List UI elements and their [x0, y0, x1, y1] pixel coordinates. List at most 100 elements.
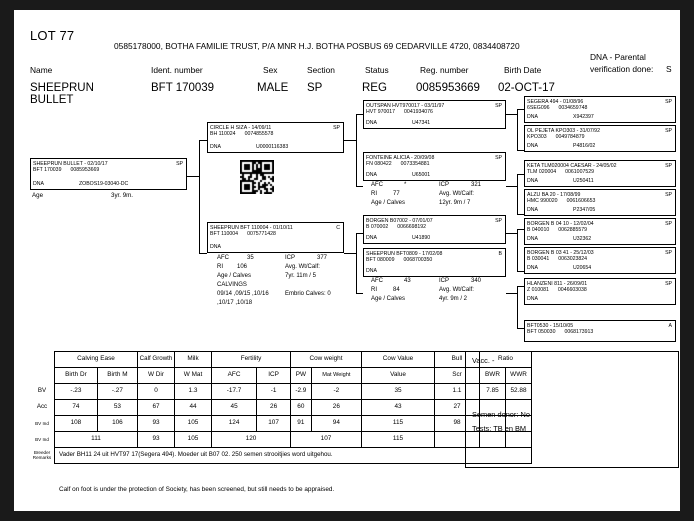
gen3-2-dna-label: DNA — [366, 234, 377, 241]
cell-bv-1: -.27 — [96, 383, 139, 400]
row-label-bv: BV — [37, 387, 47, 395]
gen4-4-dna-label: DNA — [527, 235, 538, 242]
gen4-5-flag: SP — [665, 249, 672, 256]
dam-calvings-line1: 09/14 ,09/15 ,10/16 — [217, 291, 269, 297]
gen4-7-code: BFT 050030 0068173913 — [527, 329, 594, 335]
cell-bv-6: -2.9 — [290, 383, 312, 400]
pedigree-chart: SHEEPRUN BULLET - 02/10/17 SP BFT 170039… — [14, 10, 680, 342]
subject-dna-label: DNA — [33, 180, 44, 187]
sub-header-icp: ICP — [256, 367, 291, 384]
gen3-1-dna-value: U65001 — [412, 171, 431, 178]
gen3-1-dna-label: DNA — [366, 171, 377, 178]
connector — [517, 174, 524, 175]
connector — [356, 233, 357, 293]
gen4-7-name: BFT0530 - 15/10/05 — [527, 322, 574, 329]
gen4-5-dna-value: U20654 — [573, 264, 592, 271]
cell-bvind2-4: 107 — [290, 431, 362, 448]
pedigree-box-sire: CIRCLE H SIZA - 14/09/11 SP BH 110024 007… — [207, 122, 344, 153]
row-label-bv-ind-1: BV Ind — [35, 420, 49, 426]
connector — [199, 140, 207, 141]
cell-acc-4: 45 — [210, 399, 258, 416]
group-header-calving-ease: Calving Ease — [54, 351, 138, 368]
cell-bvind2-5: 115 — [361, 431, 435, 448]
gen4-5-name: BORGEN B 03 41 - 25/12/03 — [527, 249, 594, 256]
label-dna-verification: verification done: — [590, 64, 654, 74]
dam-name: SHEEPRUN BFT 110004 - 01/10/11 — [210, 224, 293, 231]
cell-bvind1-1: 106 — [96, 415, 139, 432]
value-name-line2: BULLET — [30, 94, 74, 106]
cell-bvind1-4: 124 — [210, 415, 258, 432]
gen3-0-code: HVT 970017 0041934076 — [366, 109, 433, 115]
table-row-bv: BV -.23 -.27 0 1.3 -17.7 -1 -2.9 -2 35 1… — [30, 383, 532, 400]
cell-acc-7: 26 — [310, 399, 363, 416]
connector — [517, 174, 518, 214]
table-row-bvind2: BV Ind 111 93 105 120 107 115 — [30, 431, 532, 448]
connector — [517, 214, 524, 215]
gen4-2-flag: SP — [665, 162, 672, 169]
subject-code: BFT 170039 0085953669 — [33, 167, 100, 173]
gen3-2-dna-value: U41890 — [412, 234, 431, 241]
connector — [356, 186, 363, 187]
value-section: SP — [307, 82, 323, 94]
gen3-3-flag: B — [498, 250, 502, 257]
gen3-2-flag: SP — [495, 217, 502, 224]
dam-ri: 106 — [237, 264, 248, 270]
owner-line: 0585178000, BOTHA FAMILIE TRUST, P/A MNR… — [114, 41, 520, 51]
gen3-0-name: OUTSPAN HVT970017 - 03/11/97 — [366, 102, 445, 109]
dam-calvings-line2: ,10/17 ,10/18 — [217, 300, 253, 306]
connector — [517, 109, 524, 110]
gen4-7-flag: A — [668, 322, 672, 329]
label-status: Status — [365, 65, 389, 75]
connector — [517, 109, 518, 150]
connector — [187, 176, 199, 177]
gen3-2-name: BORGEN B07002 - 07/01/07 — [366, 217, 433, 224]
row-label-acc: Acc — [36, 403, 48, 411]
dam-icp-label: ICP — [285, 255, 296, 261]
group-header-milk: Milk — [174, 351, 212, 368]
sire-flag: SP — [333, 124, 340, 131]
label-section: Section — [307, 65, 335, 75]
group-header-cow-value: Cow Value — [361, 351, 435, 368]
gen4-4-name: BORGEN B 04 10 - 12/02/04 — [527, 220, 594, 227]
gen3-3-ri-label: RI — [371, 287, 377, 293]
sub-header-pw: PW — [290, 367, 312, 384]
gen3-1-code: FN 080422 0073354881 — [366, 161, 430, 167]
dam-afc: 35 — [247, 255, 254, 261]
gen3-3-age-calves: 4yr. 9m / 2 — [439, 296, 468, 302]
dam-code: BFT 110004 0075771428 — [210, 231, 276, 237]
gen4-3-dna-value: P2347/05 — [573, 206, 596, 213]
cell-acc-3: 44 — [174, 399, 212, 416]
subject-age-label: Age — [32, 192, 44, 199]
sire-name: CIRCLE H SIZA - 14/09/11 — [210, 124, 272, 131]
pedigree-box-gen4-3: ALZU BA 20 - 17/08/99 SP HMC 990020 00616… — [524, 189, 676, 216]
gen3-0-flag: SP — [495, 102, 502, 109]
gen3-3-ri: 84 — [393, 287, 400, 293]
table-row-remarks: Breeder Remarks Vader BH11 24 uit HVT97 … — [30, 447, 532, 464]
gen3-3-afc: 43 — [404, 278, 411, 284]
cell-bv-7: -2 — [310, 383, 363, 400]
gen4-1-dna-value: P4816/02 — [573, 142, 596, 149]
connector — [517, 286, 518, 328]
qr-code — [240, 160, 274, 194]
semen-donor-text: Semen donor: No — [472, 410, 530, 419]
label-ident-number: Ident. number — [151, 65, 203, 75]
corner-cell — [30, 352, 55, 368]
group-header-calf-growth: Calf Growth — [137, 351, 175, 368]
pedigree-box-gen4-5: BORGEN B 03 41 - 25/12/03 SP B 030041 006… — [524, 247, 676, 274]
cell-acc-0: 74 — [54, 399, 98, 416]
gen3-3-afc-label: AFC — [371, 278, 383, 284]
connector — [344, 140, 356, 141]
cell-acc-5: 26 — [256, 399, 291, 416]
cell-bv-0: -.23 — [54, 383, 98, 400]
value-sex: MALE — [257, 82, 289, 94]
connector — [199, 253, 207, 254]
footnote-text: Calf on foot is under the protection of … — [59, 486, 335, 493]
cell-bv-5: -1 — [256, 383, 291, 400]
value-birth-date: 02-OCT-17 — [498, 82, 555, 94]
cell-acc-1: 53 — [96, 399, 139, 416]
pedigree-box-gen4-7: BFT0530 - 15/10/05 A BFT 050030 006817391… — [524, 320, 676, 342]
gen4-2-dna-value: U250411 — [573, 177, 594, 184]
cell-bv-3: 1.3 — [174, 383, 212, 400]
gen4-1-flag: SP — [665, 127, 672, 134]
cell-bv-4: -17.7 — [210, 383, 258, 400]
